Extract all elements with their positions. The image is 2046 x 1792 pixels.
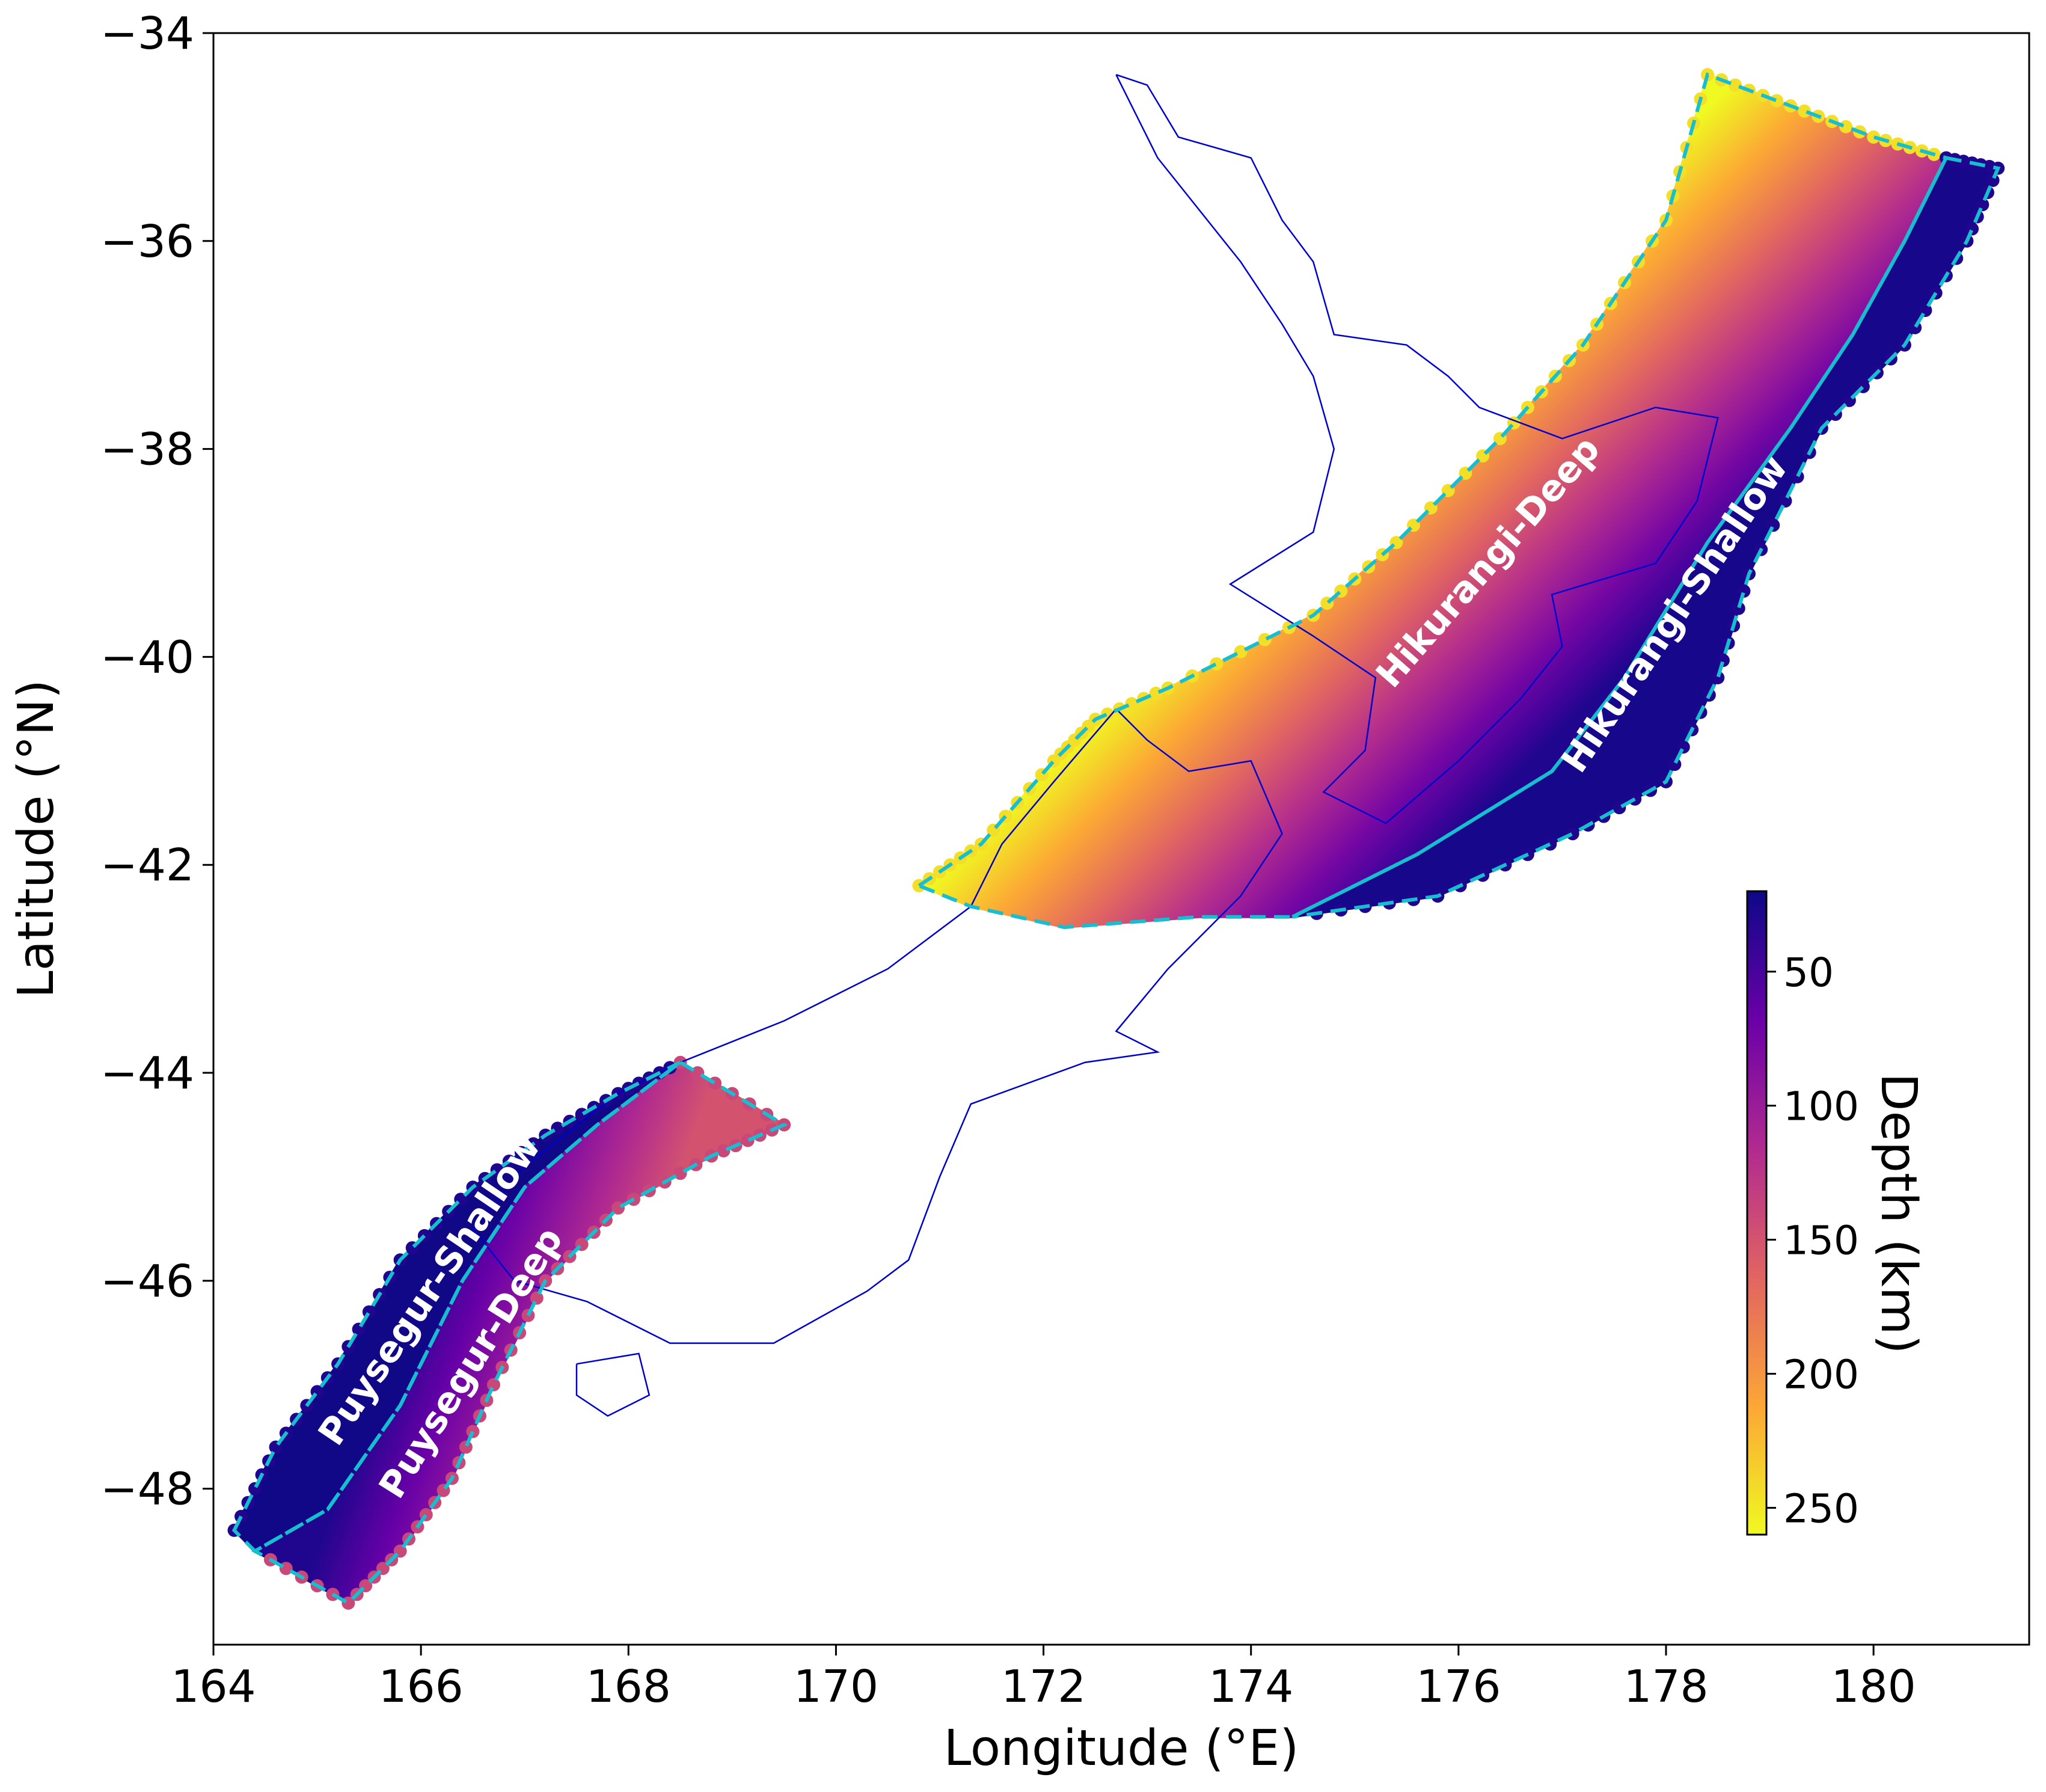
scatter-point [1676, 740, 1690, 754]
scatter-point [459, 1440, 473, 1454]
y-tick-label: −36 [100, 216, 194, 268]
scatter-point [466, 1425, 480, 1438]
x-tick-label: 174 [1208, 1661, 1293, 1713]
zone-hikurangi-shallow-boundary [1291, 156, 2001, 919]
x-tick-label: 166 [379, 1661, 464, 1713]
stewart-island-outline [575, 1352, 651, 1417]
scatter-point [1976, 198, 1989, 212]
colorbar-ticks: 50 100 150 200 250 [1766, 950, 1859, 1532]
x-axis-title: Longitude (°E) [944, 1720, 1299, 1777]
scatter-point [1234, 645, 1248, 658]
colorbar-tick-label: 150 [1783, 1218, 1859, 1264]
colorbar-tick-label: 50 [1783, 950, 1834, 996]
zone-boundaries [231, 72, 2001, 1606]
colorbar-tick-label: 100 [1783, 1084, 1859, 1130]
x-tick-label: 176 [1416, 1661, 1501, 1713]
scatter-point [1566, 827, 1579, 841]
x-tick-label: 170 [794, 1661, 878, 1713]
y-tick-label: −38 [100, 424, 194, 476]
coastline [471, 74, 1719, 1417]
scatter-point [1543, 837, 1557, 851]
scatter-point [1668, 758, 1682, 772]
x-tick-label: 180 [1831, 1661, 1916, 1713]
zone-puysegur-deep-boundary [251, 1060, 788, 1606]
y-tick-label: −46 [100, 1256, 194, 1307]
y-tick-label: −34 [100, 8, 194, 60]
colorbar-gradient [1746, 890, 1768, 1536]
scatter-point [1711, 671, 1725, 684]
zone-hikurangi-deep-boundary [915, 72, 1949, 930]
scatter-point [1986, 173, 2000, 187]
zone-hikurangi-deep [916, 73, 1948, 929]
x-tick-label: 172 [1001, 1661, 1086, 1713]
y-axis: −34 −36 −38 −40 −42 −44 −46 −48 [100, 8, 213, 1515]
colorbar-title: Depth (km) [1870, 1073, 1927, 1354]
scatter-point [741, 1134, 755, 1147]
scatter-point [1716, 654, 1730, 667]
y-tick-label: −40 [100, 631, 194, 683]
scatter-point [1149, 686, 1163, 700]
scatter-point [1729, 78, 1742, 92]
south-island-outline [471, 708, 1283, 1344]
x-tick-label: 164 [171, 1661, 256, 1713]
scatter-point [1125, 697, 1139, 711]
x-axis: 164 166 168 170 172 174 176 178 180 [171, 1645, 1916, 1713]
colorbar: 50 100 150 200 250 Depth (km) [1746, 890, 1927, 1536]
y-axis-title: Latitude (°N) [8, 680, 65, 998]
scatter-point [1867, 130, 1881, 144]
scatter-point [1732, 601, 1745, 615]
scatter-point [1258, 633, 1272, 646]
scatter-point [1839, 120, 1853, 133]
scatter-point [248, 1482, 262, 1496]
scatter-point [486, 1378, 500, 1392]
scatter-point [1766, 518, 1780, 532]
x-tick-label: 168 [586, 1661, 671, 1713]
y-tick-label: −48 [100, 1464, 194, 1515]
scatter-point [1778, 494, 1792, 508]
y-tick-label: −44 [100, 1048, 194, 1099]
colorbar-tick-label: 200 [1783, 1352, 1859, 1398]
colorbar-tick-label: 250 [1783, 1485, 1859, 1532]
scatter-point [1210, 657, 1224, 670]
scatter-point [717, 1144, 730, 1158]
y-tick-label: −42 [100, 839, 194, 891]
scatter-point [1770, 94, 1784, 108]
plot-frame [212, 32, 2030, 1646]
scatter-point [1737, 584, 1751, 598]
scatter-point [1798, 104, 1812, 118]
subduction-zones [227, 68, 2005, 1610]
x-tick-label: 178 [1623, 1661, 1708, 1713]
north-island-outline [1115, 74, 1719, 824]
